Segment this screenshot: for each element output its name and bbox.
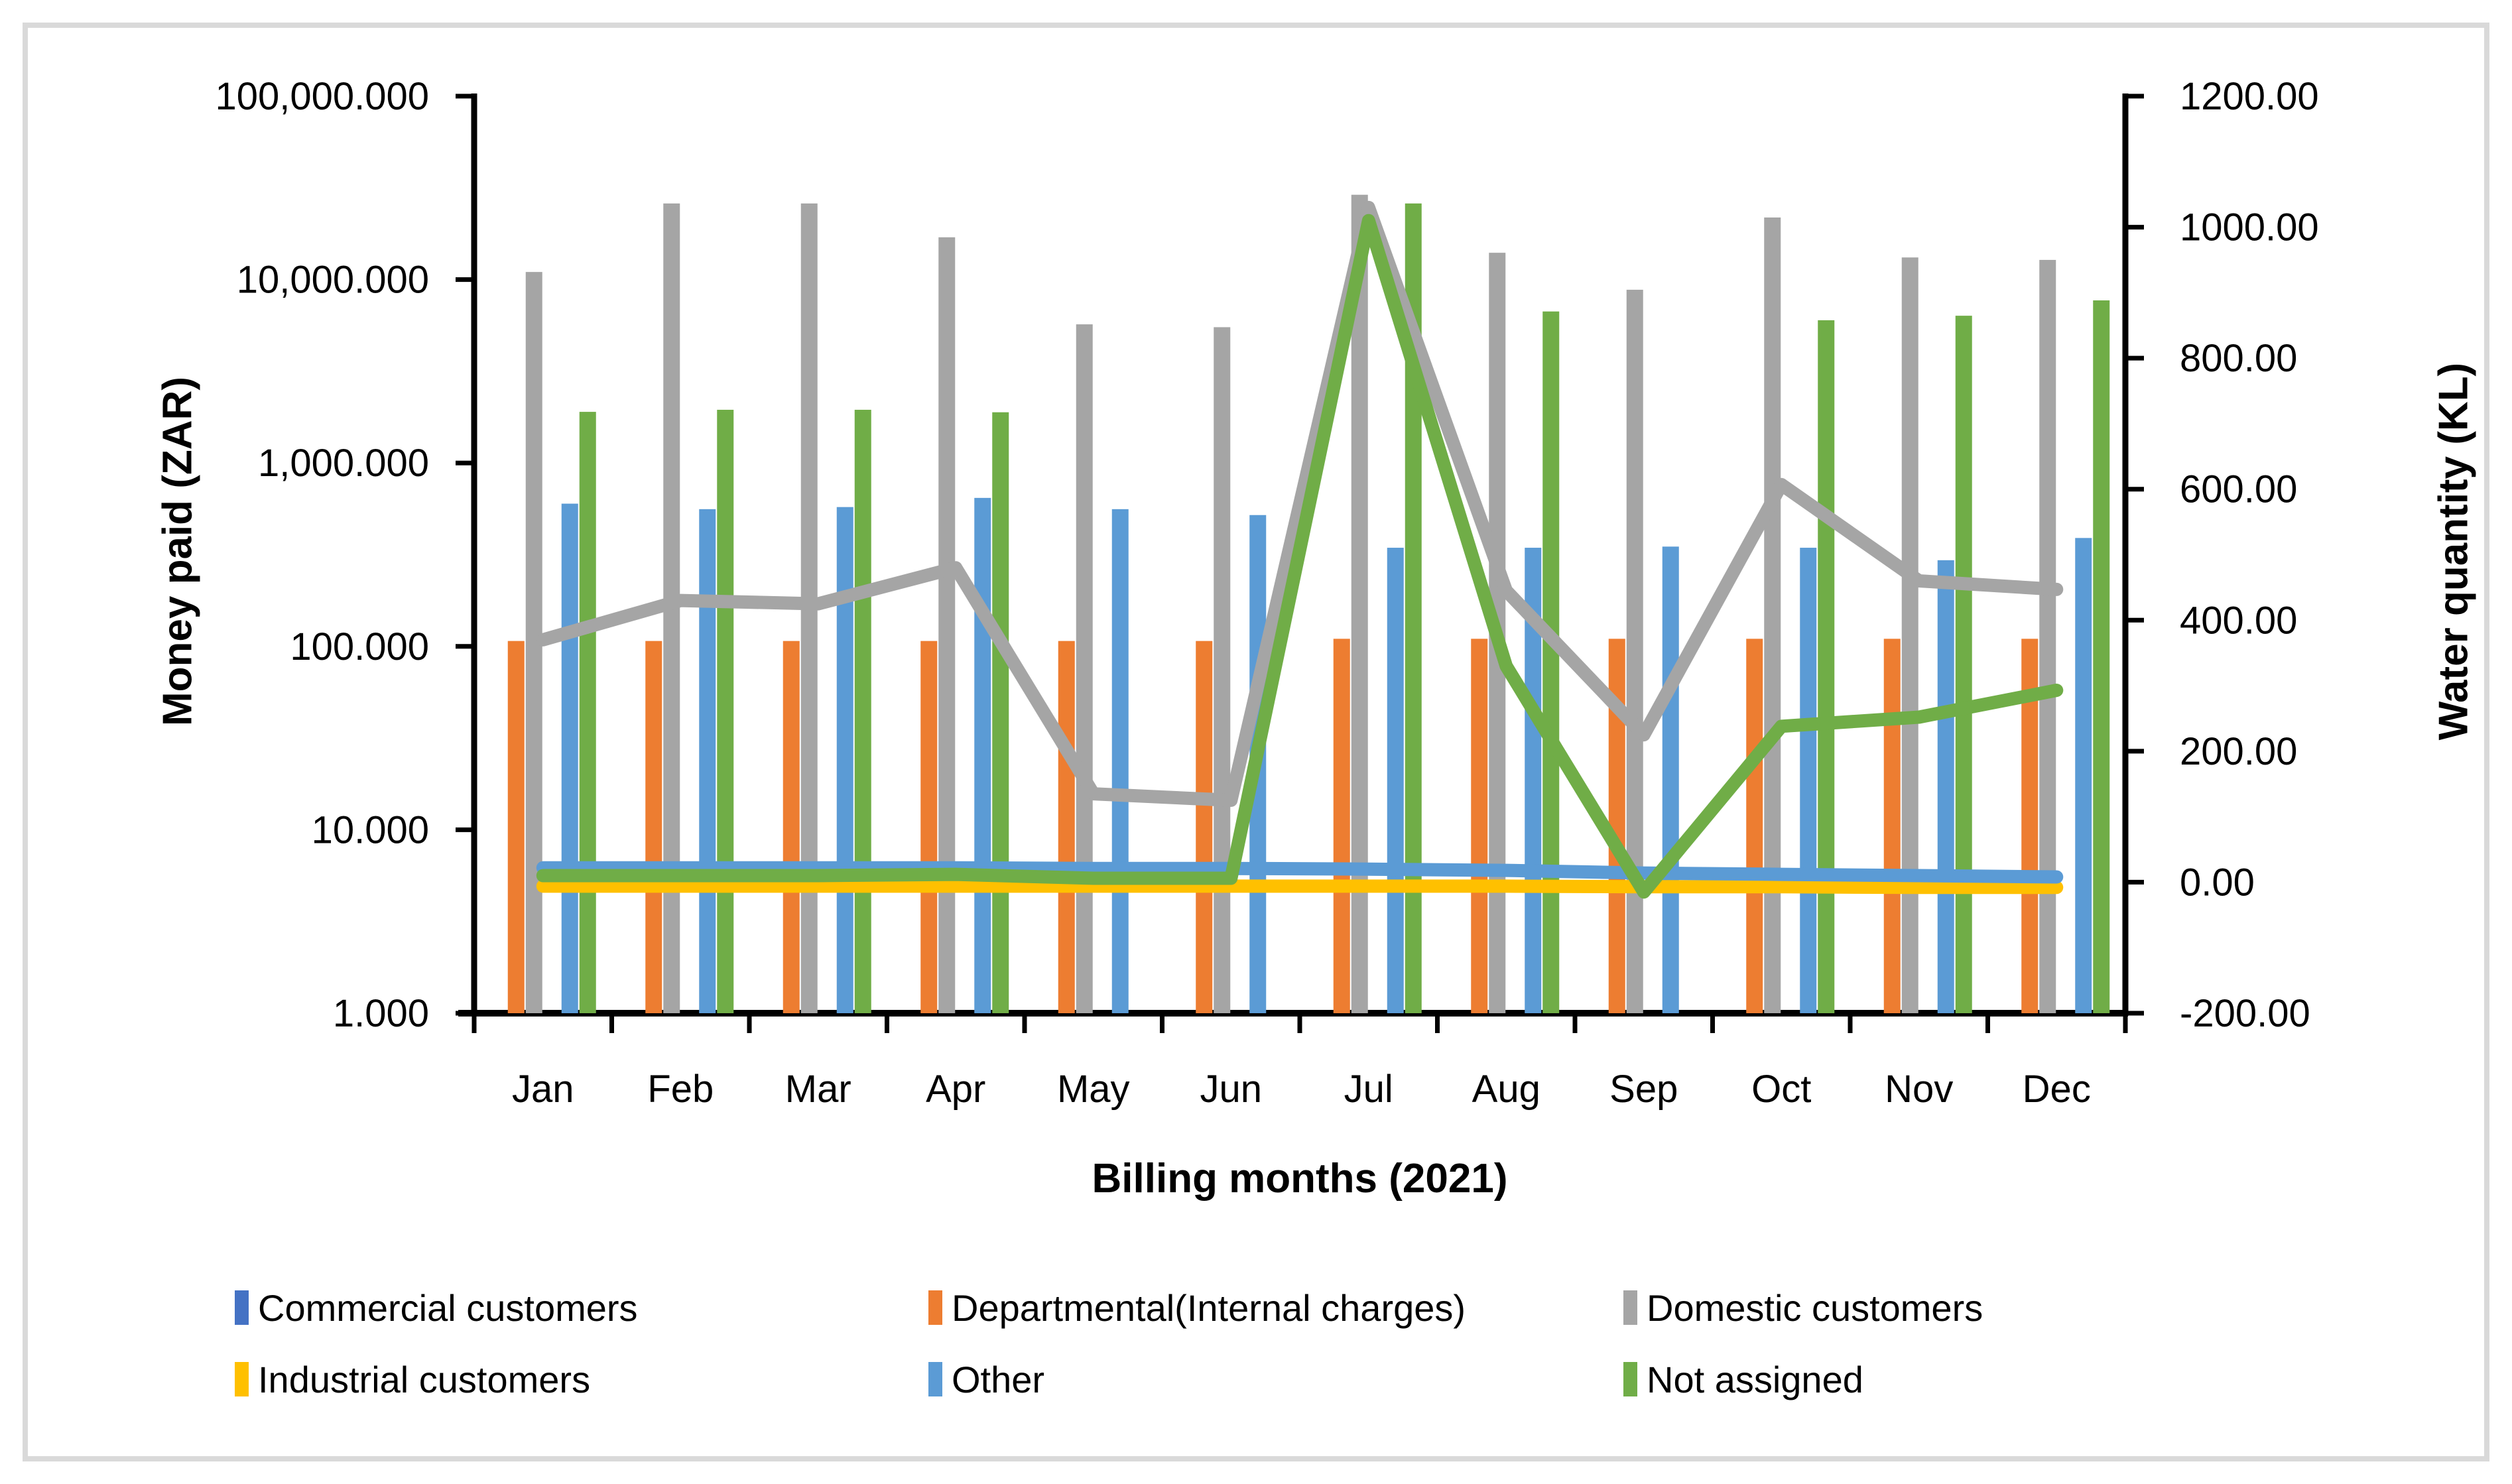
bar-other bbox=[974, 497, 991, 1013]
bar-not-assigned bbox=[717, 409, 734, 1013]
bar-domestic-customers bbox=[1076, 324, 1093, 1013]
bar-domestic-customers bbox=[2039, 259, 2056, 1014]
left-axis-tick-label: 100.000 bbox=[290, 625, 429, 668]
legend-swatch-icon bbox=[1623, 1290, 1637, 1325]
x-axis-month-label: Oct bbox=[1751, 1068, 1811, 1111]
bar-not-assigned bbox=[1542, 311, 1560, 1013]
legend-swatch-icon bbox=[1623, 1362, 1637, 1396]
bar-other bbox=[1662, 546, 1679, 1013]
line-other bbox=[536, 861, 2064, 884]
right-axis-tick-label: 200.00 bbox=[2180, 730, 2297, 773]
x-axis-month-label: Nov bbox=[1885, 1068, 1953, 1111]
bar-departmental-internal-charges- bbox=[783, 641, 800, 1013]
x-axis-month-label: Jul bbox=[1344, 1068, 1393, 1111]
legend-label: Other bbox=[952, 1358, 1045, 1400]
bar-departmental-internal-charges- bbox=[1058, 641, 1075, 1013]
bar-other bbox=[561, 503, 578, 1013]
bar-domestic-customers bbox=[1214, 327, 1231, 1014]
bar-departmental-internal-charges- bbox=[645, 641, 662, 1013]
line-domestic-customers bbox=[536, 200, 2064, 807]
x-axis-month-label: Dec bbox=[2023, 1068, 2091, 1111]
legend-swatch-icon bbox=[235, 1362, 249, 1396]
legend-swatch-icon bbox=[235, 1290, 249, 1325]
legend-item-domestic-customers: Domestic customers bbox=[1623, 1286, 1983, 1329]
legend-label: Industrial customers bbox=[258, 1358, 591, 1400]
bar-departmental-internal-charges- bbox=[1746, 639, 1763, 1013]
left-axis-tick-label: 100,000.000 bbox=[215, 75, 429, 118]
right-axis-tick-label: 800.00 bbox=[2180, 337, 2297, 380]
bar-other bbox=[1387, 548, 1404, 1013]
left-axis-tick-label: 10,000.000 bbox=[237, 259, 429, 302]
left-axis-tick-label: 1.000 bbox=[333, 992, 429, 1035]
line-industrial-customers bbox=[536, 879, 2064, 895]
left-axis-tick-label: 1,000.000 bbox=[258, 442, 429, 485]
bar-not-assigned bbox=[2093, 300, 2110, 1013]
x-axis-month-label: Mar bbox=[785, 1068, 851, 1111]
line-not-assigned bbox=[536, 214, 2064, 899]
bar-other bbox=[699, 509, 716, 1013]
right-axis-tick-label: 400.00 bbox=[2180, 599, 2297, 642]
left-axis-tick-label: 10.000 bbox=[312, 808, 429, 851]
bar-not-assigned bbox=[992, 412, 1009, 1013]
bar-not-assigned bbox=[1818, 320, 1835, 1013]
x-axis-title: Billing months (2021) bbox=[1092, 1156, 1508, 1202]
right-axis-tick-label: 1000.00 bbox=[2180, 206, 2319, 249]
legend-item-industrial-customers: Industrial customers bbox=[235, 1358, 591, 1400]
bar-not-assigned bbox=[1955, 316, 1972, 1013]
bar-departmental-internal-charges- bbox=[920, 641, 938, 1013]
bar-domestic-customers bbox=[1351, 194, 1368, 1014]
legend-label: Departmental(Internal charges) bbox=[952, 1286, 1466, 1329]
bar-domestic-customers bbox=[1901, 257, 1918, 1013]
bar-domestic-customers bbox=[938, 237, 956, 1014]
bar-departmental-internal-charges- bbox=[1883, 639, 1901, 1013]
bar-departmental-internal-charges- bbox=[1196, 641, 1213, 1013]
bar-other bbox=[2075, 538, 2092, 1013]
x-axis-month-label: May bbox=[1057, 1068, 1130, 1111]
bar-other bbox=[1937, 560, 1954, 1013]
bar-not-assigned bbox=[854, 409, 871, 1013]
legend-label: Domestic customers bbox=[1647, 1286, 1983, 1329]
x-axis-month-label: Sep bbox=[1609, 1068, 1678, 1111]
bar-other bbox=[1111, 509, 1129, 1013]
right-axis-title: Water quantity (KL) bbox=[2430, 362, 2477, 741]
legend-swatch-icon bbox=[928, 1290, 942, 1325]
right-axis-tick-label: 0.00 bbox=[2180, 861, 2255, 904]
x-axis-month-label: Feb bbox=[647, 1068, 714, 1111]
bar-not-assigned bbox=[579, 412, 596, 1013]
legend-item-commercial-customers: Commercial customers bbox=[235, 1286, 638, 1329]
x-axis-month-label: Aug bbox=[1472, 1068, 1540, 1111]
legend-item-not-assigned: Not assigned bbox=[1623, 1358, 1863, 1400]
bar-other bbox=[1800, 548, 1817, 1013]
legend-item-other: Other bbox=[928, 1358, 1045, 1400]
left-axis-title: Money paid (ZAR) bbox=[155, 377, 201, 726]
legend-item-departmental-internal-charges-: Departmental(Internal charges) bbox=[928, 1286, 1466, 1329]
right-axis-tick-label: 600.00 bbox=[2180, 468, 2297, 511]
legend-label: Not assigned bbox=[1647, 1358, 1863, 1400]
bar-other bbox=[836, 507, 853, 1013]
right-axis-tick-label: -200.00 bbox=[2180, 992, 2310, 1035]
bar-departmental-internal-charges- bbox=[1333, 639, 1350, 1013]
bar-departmental-internal-charges- bbox=[1471, 639, 1488, 1013]
legend-label: Commercial customers bbox=[258, 1286, 638, 1329]
legend-swatch-icon bbox=[928, 1362, 942, 1396]
right-axis-tick-label: 1200.00 bbox=[2180, 75, 2319, 118]
bar-departmental-internal-charges- bbox=[507, 641, 525, 1013]
bar-domestic-customers bbox=[1764, 217, 1781, 1014]
x-axis-month-label: Apr bbox=[926, 1068, 985, 1111]
x-axis-month-label: Jan bbox=[512, 1068, 574, 1111]
bar-domestic-customers bbox=[1626, 289, 1643, 1014]
x-axis-month-label: Jun bbox=[1200, 1068, 1262, 1111]
